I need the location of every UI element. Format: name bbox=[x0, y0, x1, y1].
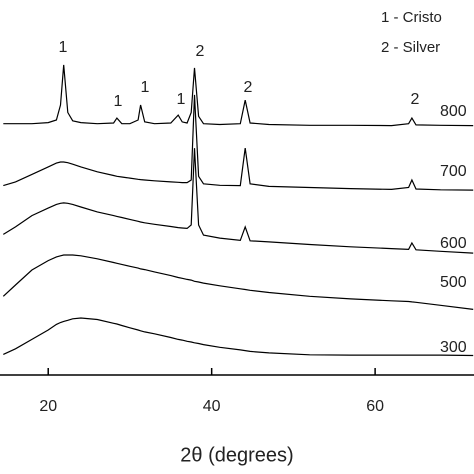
series-label: 800 bbox=[440, 103, 467, 120]
series-label: 500 bbox=[440, 274, 467, 291]
series-label: 300 bbox=[440, 339, 467, 356]
series-line bbox=[3, 94, 474, 191]
x-tick-label: 40 bbox=[203, 398, 221, 415]
peak-label: 1 bbox=[177, 91, 186, 108]
series-line bbox=[3, 64, 474, 127]
series-line bbox=[2, 254, 474, 310]
peak-label: 1 bbox=[114, 93, 123, 110]
legend-text: 1 - Cristo bbox=[381, 9, 442, 26]
x-tick-label: 20 bbox=[39, 398, 57, 415]
series-line bbox=[2, 148, 474, 254]
peak-label: 1 bbox=[59, 39, 68, 56]
peak-label: 2 bbox=[411, 91, 420, 108]
x-axis-label: 2θ (degrees) bbox=[180, 444, 293, 466]
series-label: 600 bbox=[440, 235, 467, 252]
peak-label: 2 bbox=[196, 43, 205, 60]
series-line bbox=[3, 317, 474, 357]
peak-label: 1 bbox=[141, 79, 150, 96]
legend-text: 2 - Silver bbox=[381, 39, 440, 56]
peak-label: 2 bbox=[244, 79, 253, 96]
series-label: 700 bbox=[440, 163, 467, 180]
x-tick-label: 60 bbox=[366, 398, 384, 415]
